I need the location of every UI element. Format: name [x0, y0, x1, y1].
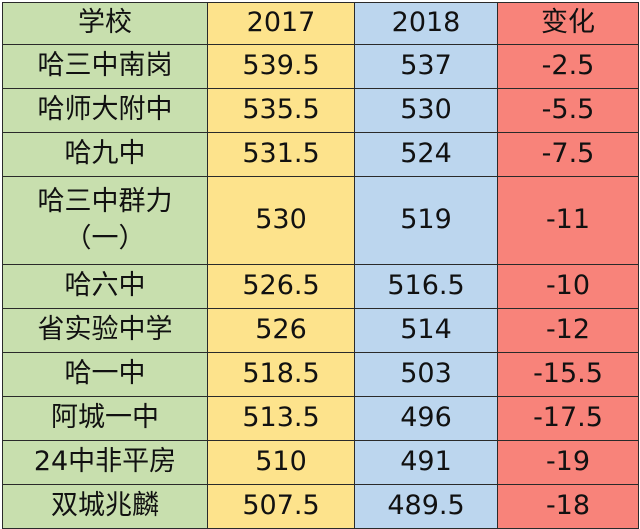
table-row: 哈一中 518.5 503 -15.5 [2, 352, 639, 397]
change-cell: -12 [497, 308, 639, 353]
change-cell: -11 [497, 176, 639, 265]
table-row: 哈六中 526.5 516.5 -10 [2, 264, 639, 309]
header-2017: 2017 [207, 2, 355, 45]
school-cell: 哈九中 [2, 132, 208, 177]
change-cell: -18 [497, 484, 639, 529]
school-cell: 双城兆麟 [2, 484, 208, 529]
score-2017-cell: 507.5 [207, 484, 355, 529]
header-2018: 2018 [354, 2, 498, 45]
table-row: 24中非平房 510 491 -19 [2, 440, 639, 485]
school-cell: 省实验中学 [2, 308, 208, 353]
school-cell: 哈三中南岗 [2, 44, 208, 89]
score-2017-cell: 526.5 [207, 264, 355, 309]
score-2017-cell: 518.5 [207, 352, 355, 397]
school-cell: 哈三中群力（一） [2, 176, 208, 265]
score-2018-cell: 516.5 [354, 264, 498, 309]
table-row: 阿城一中 513.5 496 -17.5 [2, 396, 639, 441]
table-row: 哈九中 531.5 524 -7.5 [2, 132, 639, 177]
school-cell: 哈师大附中 [2, 88, 208, 133]
score-2017-cell: 531.5 [207, 132, 355, 177]
table-row: 哈三中群力（一） 530 519 -11 [2, 176, 639, 265]
table-header-row: 学校 2017 2018 变化 [2, 2, 639, 45]
score-2017-cell: 526 [207, 308, 355, 353]
table-row: 双城兆麟 507.5 489.5 -18 [2, 484, 639, 529]
score-2018-cell: 519 [354, 176, 498, 265]
score-2018-cell: 489.5 [354, 484, 498, 529]
header-change: 变化 [497, 2, 639, 45]
header-school: 学校 [2, 2, 208, 45]
table-row: 省实验中学 526 514 -12 [2, 308, 639, 353]
score-2018-cell: 496 [354, 396, 498, 441]
change-cell: -10 [497, 264, 639, 309]
school-cell: 阿城一中 [2, 396, 208, 441]
score-2018-cell: 491 [354, 440, 498, 485]
change-cell: -19 [497, 440, 639, 485]
change-cell: -7.5 [497, 132, 639, 177]
score-2017-cell: 510 [207, 440, 355, 485]
change-cell: -17.5 [497, 396, 639, 441]
change-cell: -2.5 [497, 44, 639, 89]
change-cell: -15.5 [497, 352, 639, 397]
score-2017-cell: 530 [207, 176, 355, 265]
table-row: 哈三中南岗 539.5 537 -2.5 [2, 44, 639, 89]
school-cell: 哈六中 [2, 264, 208, 309]
score-2017-cell: 513.5 [207, 396, 355, 441]
score-2018-cell: 530 [354, 88, 498, 133]
score-2018-cell: 514 [354, 308, 498, 353]
school-cell: 24中非平房 [2, 440, 208, 485]
score-2018-cell: 503 [354, 352, 498, 397]
table-row: 哈师大附中 535.5 530 -5.5 [2, 88, 639, 133]
school-cell: 哈一中 [2, 352, 208, 397]
change-cell: -5.5 [497, 88, 639, 133]
score-2018-cell: 537 [354, 44, 498, 89]
score-2017-cell: 535.5 [207, 88, 355, 133]
score-2017-cell: 539.5 [207, 44, 355, 89]
score-2018-cell: 524 [354, 132, 498, 177]
